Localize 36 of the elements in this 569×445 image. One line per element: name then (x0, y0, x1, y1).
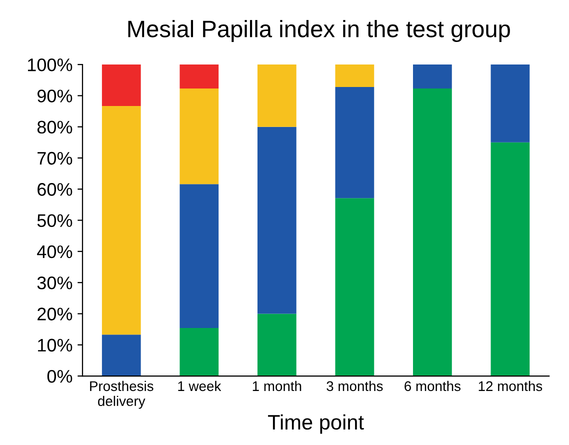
y-tick-label: 40% (37, 245, 72, 258)
bar (257, 126, 296, 314)
x-axis-title: Time point (268, 414, 364, 434)
bar (102, 106, 141, 335)
bar (335, 64, 374, 87)
bar (257, 64, 296, 127)
x-tick-label: 6 months (404, 380, 461, 392)
y-tick-label: 50% (37, 214, 72, 227)
bar (413, 64, 452, 89)
x-tick-label: 12 months (478, 380, 542, 392)
bar (257, 314, 296, 376)
x-tick-label: 1 week (178, 380, 222, 392)
bar (102, 64, 141, 106)
y-tick-label: 30% (37, 276, 72, 290)
bar (490, 142, 530, 376)
bar (180, 184, 219, 328)
bar (180, 64, 219, 89)
bar (180, 328, 219, 376)
bar (102, 334, 141, 376)
bar (490, 64, 530, 142)
y-tick-label: 80% (37, 120, 72, 134)
bar (180, 88, 219, 184)
y-tick-label: 70% (38, 152, 72, 165)
y-tick-label: 0% (47, 370, 72, 383)
x-tick-label: 1 month (252, 380, 302, 392)
x-tick-label: 3 months (326, 380, 383, 392)
bar (335, 198, 374, 376)
y-tick-label: 10% (38, 338, 72, 352)
x-tick-label: Prosthesis delivery (90, 380, 154, 409)
chart-title: Mesial Papilla index in the test group (128, 20, 510, 42)
y-tick-label: 20% (38, 308, 72, 320)
bar (413, 88, 452, 376)
y-tick-label: 100% (28, 58, 72, 72)
bar (335, 86, 374, 198)
y-tick-label: 60% (38, 183, 72, 196)
y-tick-label: 90% (37, 90, 72, 102)
